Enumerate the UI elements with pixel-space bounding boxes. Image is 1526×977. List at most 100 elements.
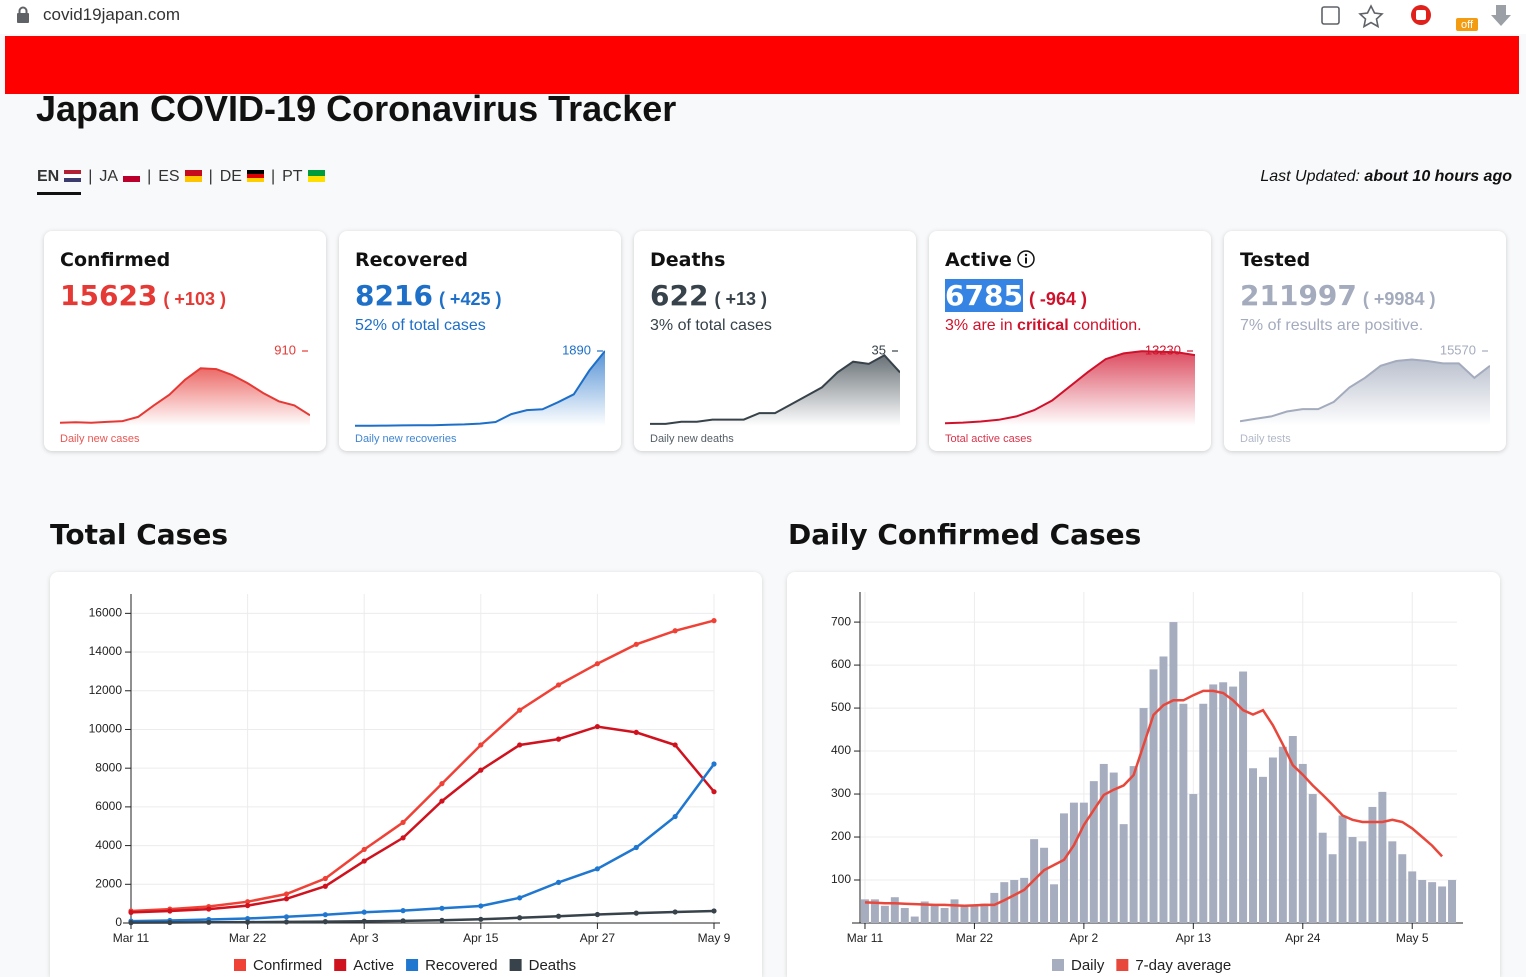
sparkline: 1890	[355, 342, 605, 427]
y-tick-label: 4000	[95, 838, 122, 852]
data-point	[555, 736, 562, 742]
bar	[1020, 877, 1029, 923]
value-row: 6785( -964 )	[945, 279, 1087, 312]
legend-swatch	[1052, 959, 1064, 971]
y-tick-label: 300	[831, 786, 851, 800]
separator: |	[208, 168, 213, 185]
badge-text: off	[1461, 19, 1474, 31]
star-icon[interactable]	[1358, 4, 1384, 29]
legend-swatch	[334, 959, 347, 971]
data-point	[322, 883, 328, 889]
card-caption: Total active cases	[945, 433, 1032, 445]
series-line	[130, 909, 715, 924]
card-delta: ( +9984 )	[1362, 289, 1436, 309]
data-point	[245, 899, 251, 905]
data-point	[478, 742, 484, 748]
data-point	[672, 813, 678, 820]
bar	[880, 905, 889, 923]
data-point	[594, 866, 601, 872]
spark-max-label: 15570	[1440, 342, 1476, 357]
value-row: 8216( +425 )	[355, 279, 501, 312]
flag-part	[184, 176, 202, 182]
data-point	[322, 875, 328, 882]
data-point	[400, 835, 406, 841]
language-tabs: EN | JA | ES | DE | PT	[37, 168, 325, 196]
bar	[1189, 794, 1198, 923]
data-point	[283, 919, 290, 925]
bar	[1328, 854, 1337, 923]
legend-label: Active	[353, 957, 394, 974]
flag	[246, 170, 264, 182]
spark-area	[945, 351, 1195, 426]
data-point	[439, 905, 445, 911]
url[interactable]: covid19japan.com	[43, 5, 181, 24]
separator: |	[270, 168, 276, 185]
data-point	[594, 911, 601, 918]
language-tab[interactable]: DE	[220, 168, 264, 186]
value-row: 622( +13 )	[650, 279, 767, 312]
data-point	[167, 919, 173, 926]
stat-card: Deaths 622( +13 ) 3% of total cases Daily n…	[634, 231, 916, 451]
spark-max-label: 910	[274, 342, 296, 357]
x-tick-label: Apr 13	[1176, 931, 1212, 945]
language-tab[interactable]: JA	[99, 168, 141, 186]
translate-icon[interactable]	[1321, 6, 1340, 25]
spark-max-label: 1890	[562, 342, 591, 357]
card-caption: Daily new cases	[60, 433, 140, 445]
data-point	[555, 913, 562, 919]
x-tick-label: Mar 22	[229, 931, 267, 945]
data-point	[711, 761, 717, 767]
language-tab[interactable]: ES	[158, 168, 202, 186]
data-point	[322, 912, 328, 918]
data-point	[361, 909, 367, 915]
sparkline: 910	[60, 342, 310, 426]
bar	[1358, 841, 1367, 923]
data-point	[711, 618, 717, 624]
bar	[1069, 802, 1078, 923]
x-tick-label: Apr 3	[350, 931, 379, 945]
card-caption: Daily new deaths	[650, 433, 734, 445]
data-point	[711, 789, 717, 795]
language-tab[interactable]: EN	[37, 168, 82, 195]
bar	[1089, 781, 1098, 923]
bar	[870, 899, 879, 923]
download-icon[interactable]	[1491, 5, 1511, 26]
note-text: 3% of total cases	[650, 317, 772, 334]
data-point	[245, 919, 251, 925]
value-row: 15623( +103 )	[60, 279, 226, 312]
separator: |	[88, 168, 93, 185]
legend-swatch	[234, 959, 246, 971]
bar	[1149, 669, 1158, 923]
info-icon[interactable]	[1017, 250, 1035, 268]
last-updated-label: Last Updated:	[1260, 168, 1360, 185]
legend-swatch	[1116, 959, 1129, 971]
bar	[970, 905, 979, 923]
legend-label: Recovered	[425, 957, 498, 974]
note-text: 7% of results are positive.	[1240, 317, 1424, 334]
x-tick-label: Apr 2	[1070, 931, 1099, 945]
bar	[1079, 802, 1088, 923]
card-label: Tested	[1240, 249, 1311, 271]
data-point	[283, 896, 290, 902]
data-point	[245, 902, 251, 909]
card-delta: ( +425 )	[438, 289, 502, 309]
data-point	[517, 707, 523, 713]
x-tick-label: May 5	[1396, 931, 1429, 945]
y-tick-label: 8000	[95, 760, 122, 774]
bar	[1348, 837, 1357, 923]
bar	[1249, 768, 1258, 923]
legend-label: 7-day average	[1135, 957, 1231, 974]
data-point	[517, 742, 523, 748]
language-code: EN	[37, 168, 60, 185]
data-point	[517, 915, 523, 921]
legend-swatch	[406, 959, 419, 971]
bar	[1010, 880, 1019, 923]
bar	[1298, 763, 1307, 923]
bar	[1219, 682, 1228, 923]
flag-part	[307, 176, 325, 182]
note-text: critical	[1017, 317, 1069, 334]
language-tab[interactable]: PT	[282, 168, 325, 186]
data-point	[206, 906, 212, 912]
